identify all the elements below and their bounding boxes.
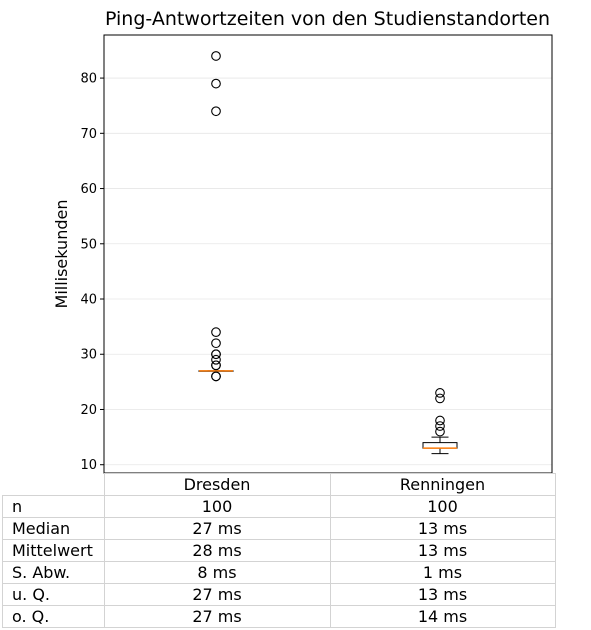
column-header: Dresden: [103, 473, 331, 496]
column-header: Renningen: [329, 473, 556, 496]
outlier-point: [435, 415, 445, 426]
outlier-point: [435, 426, 445, 437]
table-row: n 100 100: [2, 495, 556, 518]
table-cell: 13 ms: [329, 539, 556, 562]
y-tick-label: 60: [80, 182, 97, 197]
table-cell: 100: [329, 495, 556, 518]
table-cell: 1 ms: [329, 561, 556, 584]
box-dresden: [198, 51, 234, 382]
table-cell: 27 ms: [103, 517, 331, 540]
outlier-point: [211, 78, 221, 89]
outlier-point: [211, 327, 221, 338]
box-plot: 10 20 30 40 50 60 70 80 Millisekunden: [52, 34, 553, 474]
chart-title: Ping-Antwortzeiten von den Studienstando…: [104, 8, 551, 30]
table-row: o. Q. 27 ms 14 ms: [2, 605, 556, 628]
statistics-table: Dresden Renningen n 100 100 Median 27 ms 13 ms M…: [2, 473, 556, 628]
row-label: Mittelwert: [2, 539, 105, 562]
outlier-point: [435, 421, 445, 431]
row-label: o. Q.: [2, 605, 105, 628]
table-cell: 28 ms: [103, 539, 331, 562]
box-iqr: [422, 442, 458, 449]
plot-frame: [103, 34, 553, 474]
table-header-row: Dresden Renningen: [3, 473, 556, 496]
table-row: u. Q. 27 ms 13 ms: [2, 583, 556, 606]
table-cell: 13 ms: [329, 583, 556, 606]
table-cell: 27 ms: [103, 605, 331, 628]
table-cell: 100: [103, 495, 331, 518]
y-tick-label: 10: [80, 458, 97, 473]
outlier-point: [211, 371, 221, 382]
table-row: Mittelwert 28 ms 13 ms: [2, 539, 556, 562]
y-tick-label: 20: [80, 403, 97, 418]
table-corner: [3, 474, 105, 496]
row-label: Median: [2, 517, 105, 540]
outlier-point: [435, 388, 445, 398]
y-tick-label: 70: [80, 127, 97, 142]
row-label: S. Abw.: [2, 561, 105, 584]
outlier-point: [211, 338, 221, 349]
table-cell: 13 ms: [329, 517, 556, 540]
row-label: u. Q.: [2, 583, 105, 606]
outlier-point: [211, 51, 221, 61]
table-cell: 27 ms: [103, 583, 331, 606]
row-label: n: [2, 495, 105, 518]
y-tick-label: 80: [80, 72, 97, 87]
outlier-point: [211, 354, 221, 365]
table-cell: 8 ms: [103, 561, 331, 584]
box-renningen: [422, 388, 458, 455]
table-row: S. Abw. 8 ms 1 ms: [2, 561, 556, 584]
y-tick-label: 50: [80, 237, 97, 252]
y-axis-label: Millisekunden: [52, 200, 71, 309]
table-row: Median 27 ms 13 ms: [2, 517, 556, 540]
y-tick-label: 40: [80, 293, 97, 308]
outlier-point: [211, 360, 221, 371]
outlier-point: [435, 393, 445, 404]
table-cell: 14 ms: [329, 605, 556, 628]
y-tick-label: 30: [80, 348, 97, 363]
outlier-point: [211, 349, 221, 360]
outlier-point: [211, 106, 221, 117]
